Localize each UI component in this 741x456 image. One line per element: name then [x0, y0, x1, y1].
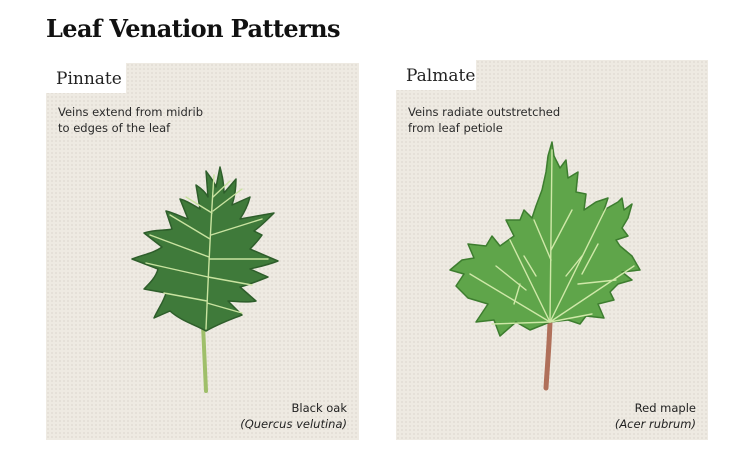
- maple-leaf-icon: [449, 141, 641, 391]
- pinnate-label: Pinnate: [46, 63, 126, 93]
- maple-leaf-blade: [449, 141, 641, 337]
- palmate-description-line2: from leaf petiole: [408, 121, 503, 135]
- maple-petiole: [543, 319, 553, 391]
- oak-leaf-blade: [131, 166, 279, 332]
- pinnate-common-name: Black oak: [291, 401, 347, 415]
- oak-leaf-icon: [131, 166, 279, 393]
- oak-veins: [145, 174, 269, 330]
- palmate-label: Palmate: [396, 60, 476, 90]
- palmate-panel: Palmate Veins radiate outstretched from …: [396, 60, 708, 440]
- pinnate-description-line2: to edges of the leaf: [58, 121, 171, 135]
- pinnate-description-line1: Veins extend from midrib: [58, 105, 204, 119]
- palmate-common-name: Red maple: [634, 401, 696, 415]
- palmate-description-line1: Veins radiate outstretched: [408, 105, 561, 119]
- maple-veins: [469, 149, 635, 325]
- pinnate-scientific-name: (Quercus velutina): [240, 417, 347, 431]
- oak-petiole: [201, 323, 208, 393]
- palmate-species: Red maple (Acer rubrum): [615, 400, 696, 432]
- pinnate-description: Veins extend from midrib to edges of the…: [58, 104, 248, 136]
- pinnate-species: Black oak (Quercus velutina): [240, 400, 347, 432]
- palmate-description: Veins radiate outstretched from leaf pet…: [408, 104, 598, 136]
- page-title: Leaf Venation Patterns: [46, 14, 340, 43]
- pinnate-panel: Pinnate Veins extend from midrib to edge…: [46, 63, 359, 440]
- palmate-scientific-name: (Acer rubrum): [614, 417, 696, 431]
